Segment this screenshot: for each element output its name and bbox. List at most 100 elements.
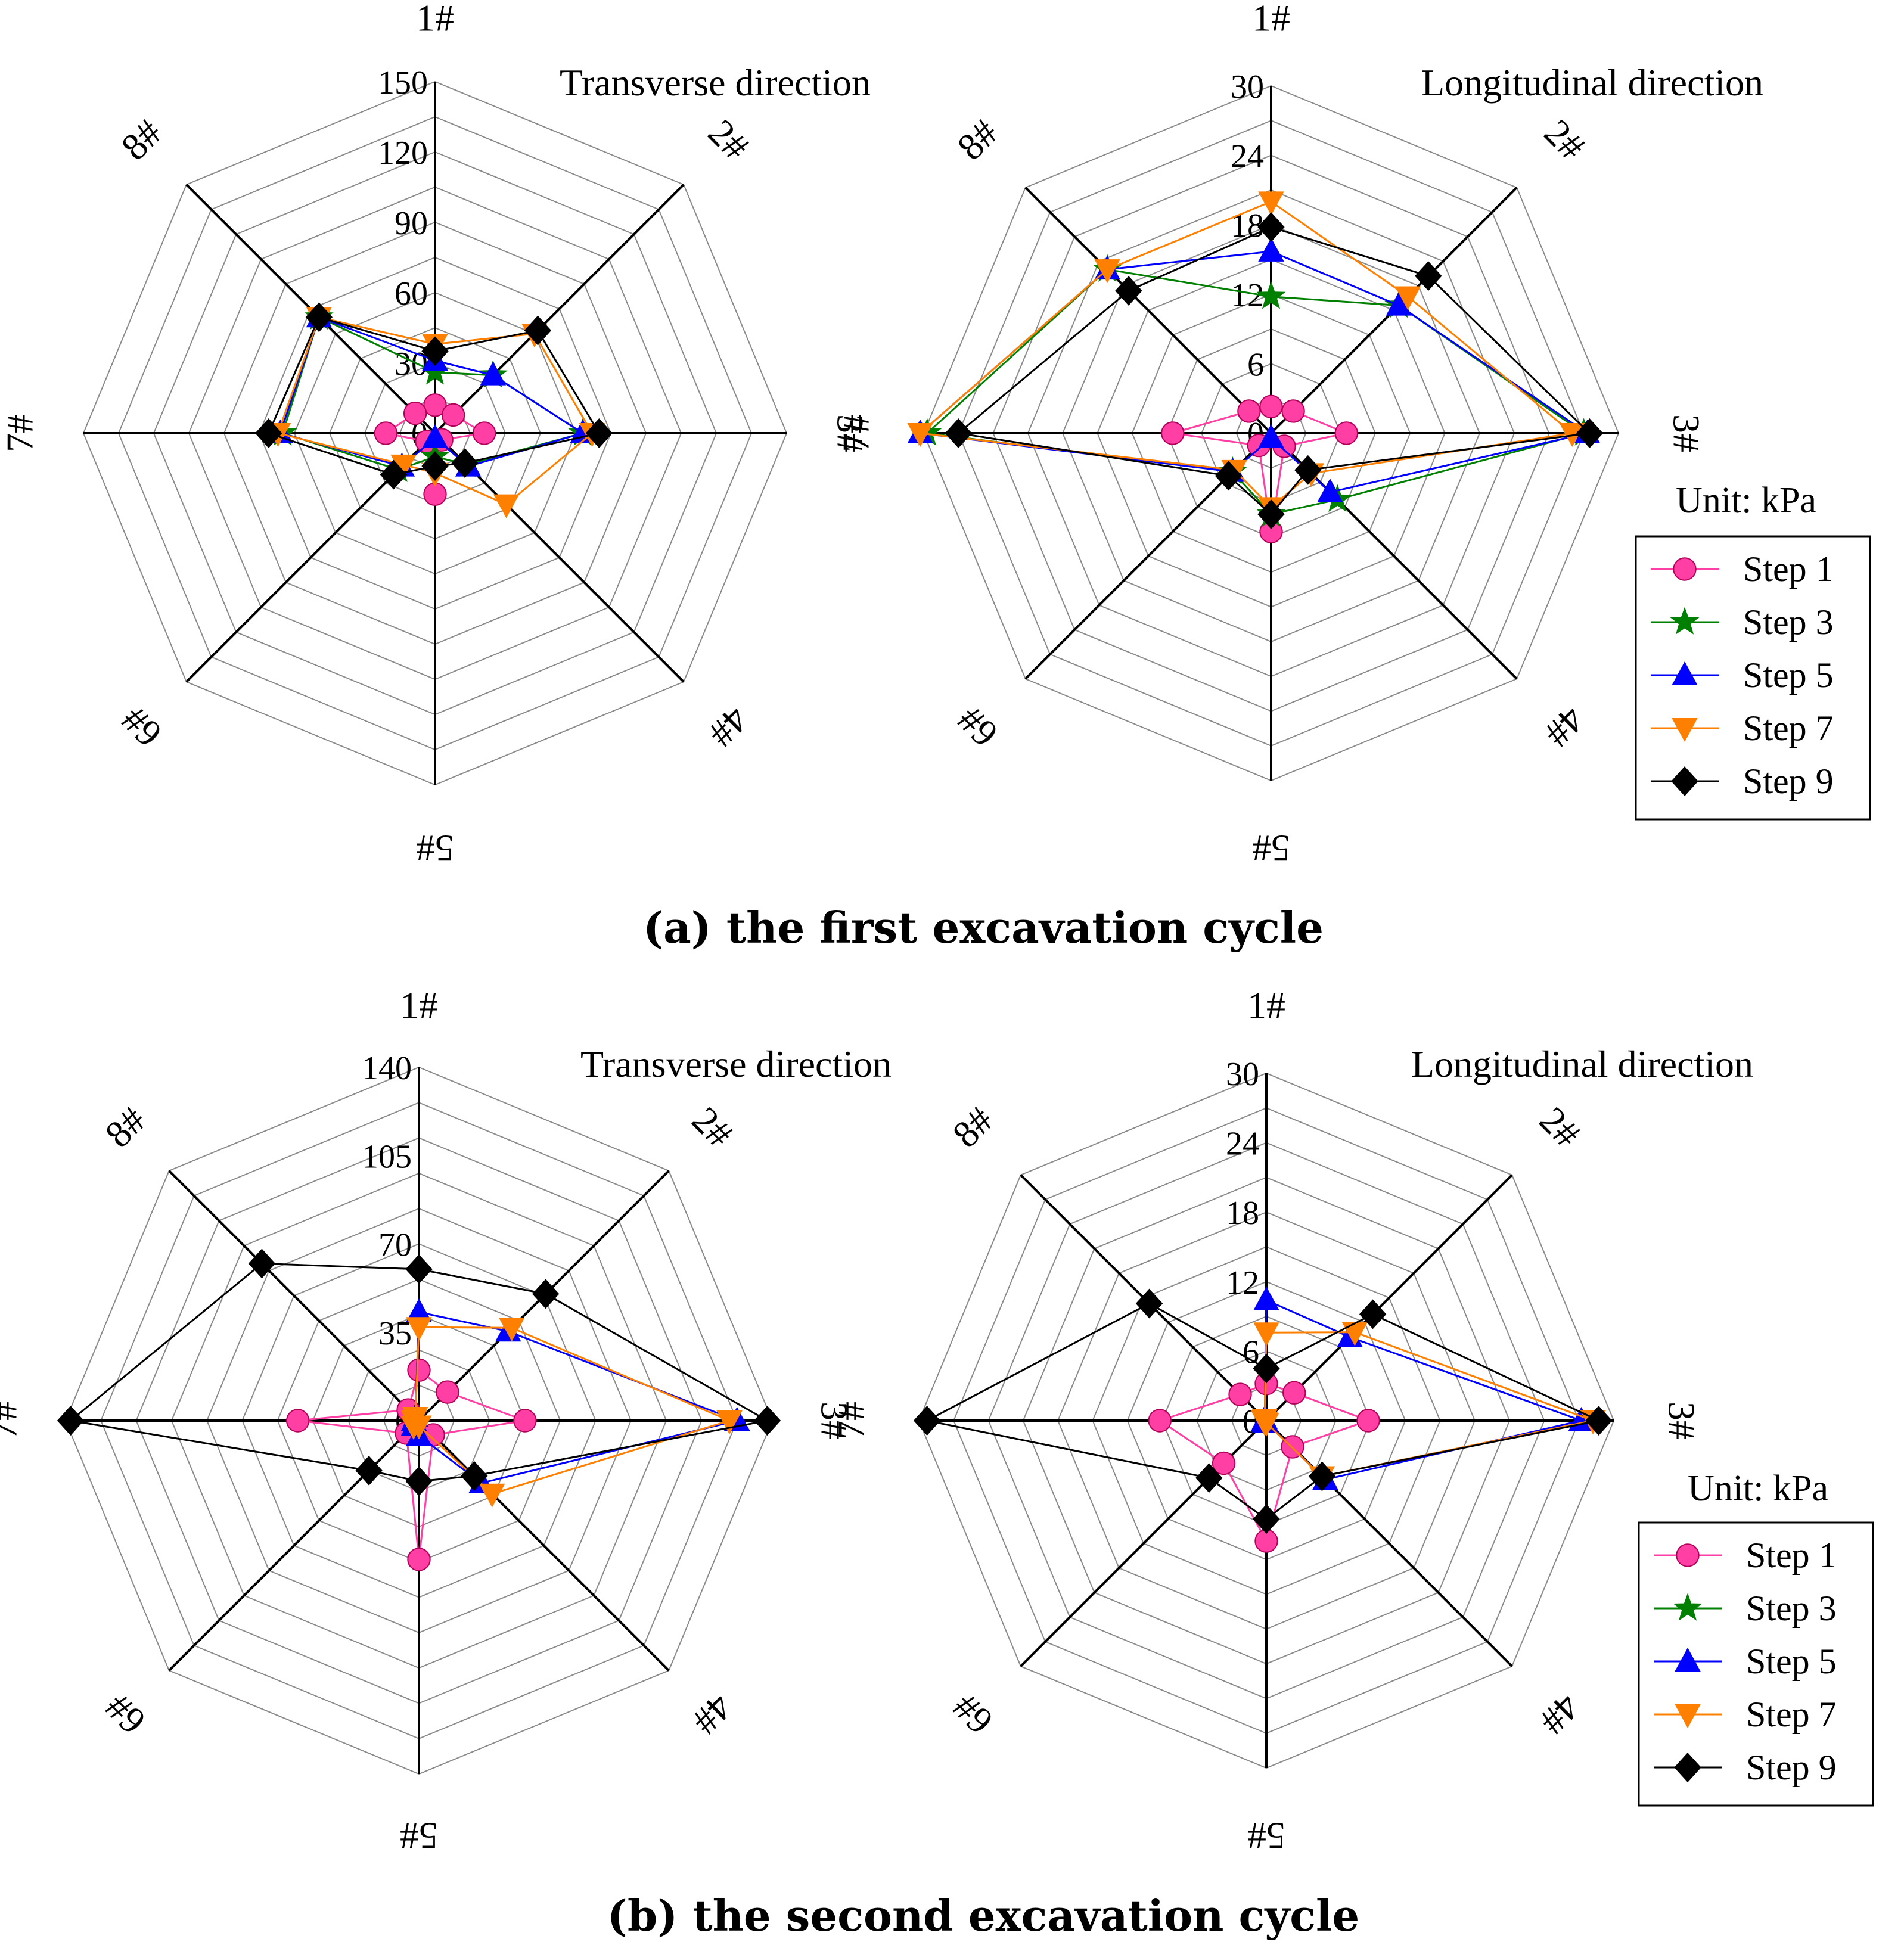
data-point [1317,478,1343,502]
tick-label: 60 [395,275,428,312]
tick-label: 24 [1226,1126,1259,1163]
tick-label: 24 [1231,138,1264,175]
axis-label: 5# [400,1815,438,1857]
chart-title: Transverse direction [560,61,871,104]
axis-label: 8# [945,1099,1001,1155]
data-point [493,494,520,518]
data-point [1259,394,1283,419]
data-point [374,421,398,445]
data-point [436,1380,459,1404]
legend-marker [1672,718,1698,742]
data-point [423,393,447,417]
axis-label: 5# [1252,827,1290,869]
series-step-7 [1251,1322,1606,1490]
legend-label: Step 9 [1746,1748,1837,1787]
data-point [1215,461,1243,491]
axis-label: 4# [700,698,757,755]
spoke-8 [1024,187,1272,434]
tick-label: 35 [378,1315,412,1352]
axis-label: 7# [0,414,41,452]
axis-label: 6# [113,698,170,755]
data-point [1576,418,1604,448]
axis-label: 2# [700,111,757,168]
data-point [1115,275,1142,306]
data-point [355,1455,383,1486]
spoke-8 [168,1170,420,1422]
data-point [407,1358,431,1382]
data-point [513,1409,537,1433]
data-point [1341,1322,1368,1346]
data-point [1251,1409,1278,1433]
axis-label: 3# [813,1402,855,1440]
chart-second-cycle-transverse: 1#2#3#4#5#6#7#8#03570105140Transverse di… [0,984,892,1857]
series-step-9 [57,1248,781,1496]
data-point [753,1406,781,1436]
legend-marker [1674,1753,1701,1782]
data-point [1148,1409,1172,1433]
spoke-4 [418,1419,670,1672]
data-point [1258,424,1284,448]
data-point [1258,237,1284,262]
data-point [499,1318,525,1342]
axis-label: 7# [835,414,877,452]
legend-entry: Step 1 [1651,549,1834,589]
spoke-2 [1265,1174,1513,1422]
data-point [1195,1463,1223,1493]
data-point [472,421,496,445]
series-step-9 [913,1288,1613,1534]
legend-entry: Step 5 [1654,1642,1837,1681]
legend-marker [1676,1543,1700,1567]
axis-label: 7# [0,1402,25,1440]
data-point [1256,281,1286,309]
legend-marker [1673,1593,1703,1621]
axis-label: 5# [1247,1815,1285,1857]
data-point [285,1409,310,1433]
legend-box [1638,1521,1874,1807]
legend-entry: Step 5 [1651,655,1834,695]
legend-entry: Step 3 [1651,602,1834,642]
legend-label: Step 5 [1746,1642,1837,1681]
data-point [1253,1322,1279,1347]
data-point [1359,1299,1387,1329]
data-point [248,1248,276,1279]
legend-marker [1672,661,1698,685]
axis-label: 8# [113,111,170,168]
axis-label: 1# [1247,984,1285,1027]
axis-label: 8# [97,1099,154,1155]
series-step-7 [400,1317,743,1508]
axis-label: 6# [945,1686,1001,1742]
legend-label: Step 3 [1746,1589,1837,1628]
legend-marker [1670,607,1700,635]
axis-label: 6# [949,698,1006,755]
data-point [1258,191,1284,216]
series-step-1 [1161,394,1359,543]
data-point [479,1483,505,1508]
data-point [1094,259,1120,284]
data-point [1356,1409,1380,1433]
series-step-1 [285,1358,537,1571]
legend-label: Step 1 [1746,1536,1837,1575]
data-point [524,315,552,346]
data-point [1294,455,1322,485]
tick-label: 120 [378,135,428,172]
data-point [1257,499,1285,529]
data-point [57,1406,85,1436]
axis-label: 2# [1536,111,1593,168]
axis-label: 2# [684,1099,741,1155]
tick-label: 30 [1226,1056,1259,1093]
data-point [1282,1381,1306,1405]
legend-entry: Step 9 [1654,1748,1837,1787]
legend-label: Step 7 [1743,709,1834,748]
data-point [1585,1406,1613,1436]
legend-marker [1675,1647,1701,1672]
data-point [1281,399,1305,423]
data-point [1257,212,1285,243]
legend-label: Step 5 [1743,655,1834,695]
data-point [1237,399,1261,423]
axis-label: 8# [949,111,1006,168]
legend-entry: Step 3 [1654,1589,1837,1628]
data-point [421,336,449,366]
spoke-6 [168,1419,420,1672]
